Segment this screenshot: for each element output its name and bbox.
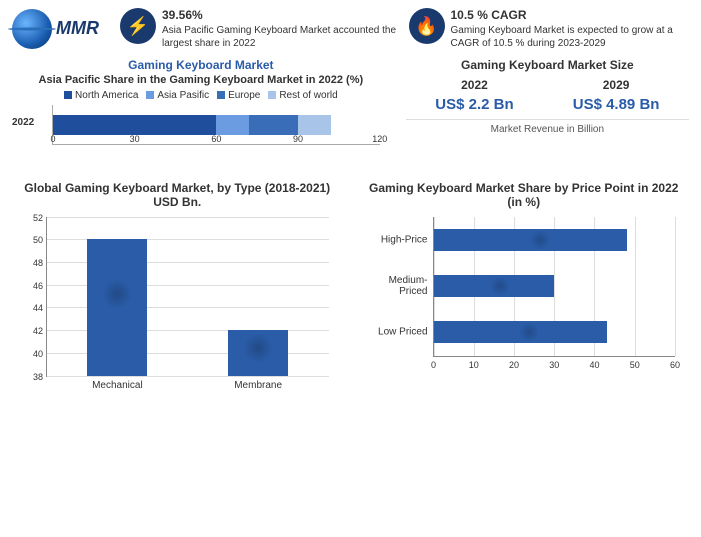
y-category: Medium-Priced — [370, 275, 434, 297]
bar-segment — [249, 115, 298, 135]
legend-label: Rest of world — [279, 90, 337, 101]
globe-icon — [12, 9, 52, 49]
share-chart-ylabel: 2022 — [12, 117, 34, 128]
price-chart: Gaming Keyboard Market Share by Price Po… — [363, 181, 686, 397]
x-tick: 50 — [630, 356, 640, 370]
size-value: US$ 2.2 Bn — [435, 96, 513, 113]
size-year: 2022 — [435, 78, 513, 92]
stat-cagr-desc: Gaming Keyboard Market is expected to gr… — [451, 25, 673, 49]
share-chart-subtitle: Asia Pacific Share in the Gaming Keyboar… — [12, 74, 390, 86]
x-tick: 90 — [293, 134, 303, 144]
stat-cagr-text: 10.5 % CAGR Gaming Keyboard Market is ex… — [451, 8, 690, 50]
bar-segment — [216, 115, 249, 135]
type-chart: Global Gaming Keyboard Market, by Type (… — [16, 181, 339, 397]
row-bottom-charts: Global Gaming Keyboard Market, by Type (… — [0, 169, 701, 409]
x-tick: 0 — [50, 134, 55, 144]
size-box: Gaming Keyboard Market Size 2022 US$ 2.2 … — [406, 58, 689, 165]
gridline: 52 — [47, 217, 329, 218]
size-col: 2029 US$ 4.89 Bn — [573, 78, 660, 113]
type-chart-title: Global Gaming Keyboard Market, by Type (… — [16, 181, 339, 209]
legend-swatch — [146, 91, 154, 99]
share-chart-plot-wrap: 2022 0 30 60 90 120 — [12, 105, 390, 165]
bar-segment — [298, 115, 331, 135]
legend-item: North America — [64, 90, 138, 101]
y-tick: 46 — [33, 281, 47, 291]
stat-share: ⚡ 39.56% Asia Pacific Gaming Keyboard Ma… — [120, 8, 401, 50]
stat-share-text: 39.56% Asia Pacific Gaming Keyboard Mark… — [162, 8, 401, 50]
x-category: Mechanical — [92, 376, 143, 391]
x-category: Membrane — [234, 376, 282, 391]
y-category: High-Price — [370, 234, 434, 245]
y-category: Low Priced — [370, 327, 434, 338]
flame-icon: 🔥 — [409, 8, 445, 44]
stat-share-desc: Asia Pacific Gaming Keyboard Market acco… — [162, 25, 396, 49]
type-chart-plot: 3840424446485052MechanicalMembrane — [46, 217, 329, 377]
y-tick: 40 — [33, 349, 47, 359]
legend-label: Asia Pasific — [157, 90, 209, 101]
legend-label: North America — [75, 90, 138, 101]
x-tick: 40 — [589, 356, 599, 370]
y-tick: 44 — [33, 303, 47, 313]
share-chart-legend: North America Asia Pasific Europe Rest of w… — [12, 90, 390, 101]
stat-share-headline: 39.56% — [162, 8, 401, 24]
size-box-note: Market Revenue in Billion — [406, 119, 689, 135]
bar-segment — [53, 115, 216, 135]
bolt-icon: ⚡ — [120, 8, 156, 44]
gridline: 38 — [47, 376, 329, 377]
gridline — [635, 217, 636, 356]
size-box-cols: 2022 US$ 2.2 Bn 2029 US$ 4.89 Bn — [406, 78, 689, 113]
size-box-title: Gaming Keyboard Market Size — [406, 58, 689, 72]
x-tick: 30 — [130, 134, 140, 144]
y-tick: 50 — [33, 235, 47, 245]
x-tick: 20 — [509, 356, 519, 370]
price-chart-area: 0 10 20 30 40 50 60 High-Price Medium-Priced Low … — [363, 217, 686, 377]
bar — [434, 321, 607, 343]
price-chart-title: Gaming Keyboard Market Share by Price Po… — [363, 181, 686, 209]
share-chart-main-title: Gaming Keyboard Market — [12, 58, 390, 72]
gridline — [675, 217, 676, 356]
size-value: US$ 4.89 Bn — [573, 96, 660, 113]
bar — [434, 275, 555, 297]
legend-item: Europe — [217, 90, 260, 101]
x-tick: 30 — [549, 356, 559, 370]
x-tick: 120 — [372, 134, 387, 144]
logo: MMR — [12, 8, 112, 50]
bar — [87, 239, 147, 375]
legend-swatch — [268, 91, 276, 99]
x-tick: 60 — [211, 134, 221, 144]
price-chart-plot: 0102030405060High-PriceMedium-PricedLow … — [433, 217, 676, 357]
row-share-size: Gaming Keyboard Market Asia Pacific Shar… — [0, 54, 701, 169]
stat-cagr-headline: 10.5 % CAGR — [451, 8, 690, 24]
y-tick: 48 — [33, 258, 47, 268]
share-chart: Gaming Keyboard Market Asia Pacific Shar… — [12, 58, 390, 165]
type-chart-area: 38 40 42 44 46 48 50 52 Mechanical Membrane — [16, 217, 339, 397]
share-chart-plot: 0306090120 — [52, 105, 380, 145]
y-tick: 38 — [33, 372, 47, 382]
size-col: 2022 US$ 2.2 Bn — [435, 78, 513, 113]
header-row: MMR ⚡ 39.56% Asia Pacific Gaming Keyboar… — [0, 0, 701, 54]
stacked-bar — [53, 115, 331, 135]
legend-label: Europe — [228, 90, 260, 101]
y-tick: 52 — [33, 213, 47, 223]
bar — [434, 229, 627, 251]
legend-item: Rest of world — [268, 90, 337, 101]
size-year: 2029 — [573, 78, 660, 92]
x-tick: 60 — [670, 356, 680, 370]
y-tick: 42 — [33, 326, 47, 336]
logo-text: MMR — [56, 18, 99, 39]
legend-swatch — [217, 91, 225, 99]
x-tick: 10 — [469, 356, 479, 370]
bar — [228, 330, 288, 375]
legend-swatch — [64, 91, 72, 99]
x-tick: 0 — [431, 356, 436, 370]
stat-cagr: 🔥 10.5 % CAGR Gaming Keyboard Market is … — [409, 8, 690, 50]
legend-item: Asia Pasific — [146, 90, 209, 101]
